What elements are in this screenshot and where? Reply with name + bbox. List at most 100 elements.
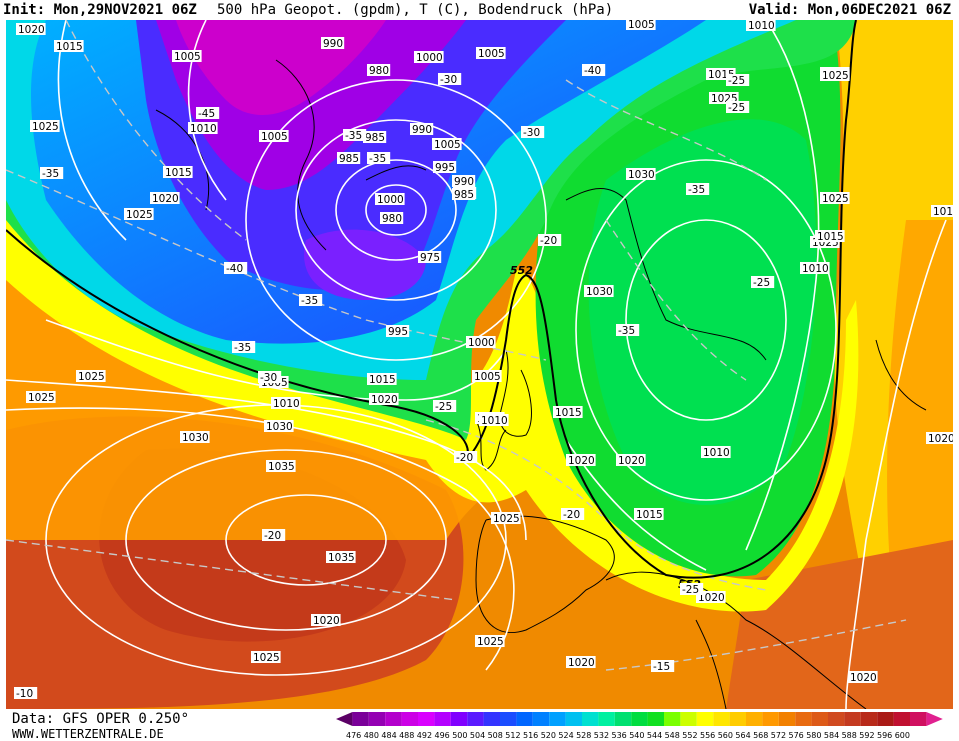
pressure-label-box [380, 212, 404, 224]
pressure-label-box [266, 460, 296, 472]
color-scale-boxes [336, 712, 943, 726]
color-scale-label: 560 [718, 731, 733, 740]
pressure-label: 985 [365, 132, 385, 144]
color-scale-label: 540 [629, 731, 644, 740]
temperature-label: -25 [435, 401, 452, 413]
color-scale-swatch [828, 712, 845, 726]
pressure-label-box [375, 193, 405, 205]
pressure-label-box [30, 120, 60, 132]
pressure-label: 1025 [822, 193, 849, 205]
pressure-label: 1010 [273, 398, 300, 410]
pressure-label-box [432, 138, 462, 150]
color-scale-swatch [844, 712, 861, 726]
pressure-label-box [616, 454, 646, 466]
color-scale-swatch [713, 712, 730, 726]
temperature-label: -35 [345, 130, 362, 142]
color-scale-swatch [680, 712, 697, 726]
pressure-label: 1030 [182, 432, 209, 444]
pressure-label: 1000 [416, 52, 443, 64]
temperature-label: -35 [688, 184, 705, 196]
pressure-label: 1005 [478, 48, 505, 60]
color-scale-swatch [795, 712, 812, 726]
color-scale-swatch [893, 712, 910, 726]
color-scale-label: 524 [558, 731, 573, 740]
color-scale-label: 536 [612, 731, 627, 740]
temperature-label-box [299, 294, 323, 306]
color-scale-swatch [352, 712, 369, 726]
pressure-label: 1020 [928, 433, 953, 445]
pressure-label-box [386, 325, 410, 337]
pressure-label: 1025 [477, 636, 504, 648]
temperature-label-box [258, 371, 282, 383]
temperature-label-box [40, 167, 64, 179]
pressure-label-box [367, 373, 397, 385]
pressure-label-box [820, 192, 850, 204]
pressure-label: 980 [382, 213, 402, 225]
pressure-label-box [410, 123, 434, 135]
temperature-label-box [686, 183, 710, 195]
color-scale-swatch [926, 712, 943, 726]
pressure-label-box [634, 508, 664, 520]
pressure-label-box [931, 205, 953, 217]
color-scale-labels: 476 480 484 488 492 496 500 504 508 512 516 520 524 5… [346, 731, 910, 740]
temperature-label-box [196, 107, 220, 119]
color-scale-swatch [532, 712, 550, 726]
pressure-label-box [271, 397, 301, 409]
pressure-label-box [626, 168, 656, 180]
color-scale-label: 568 [753, 731, 768, 740]
color-scale-label: 516 [523, 731, 538, 740]
color-scale-label: 584 [824, 731, 839, 740]
color-scale-swatch [565, 712, 582, 726]
pressure-label: 1030 [628, 169, 655, 181]
color-scale-swatch [664, 712, 681, 726]
temperature-label-box [454, 451, 478, 463]
color-scale-label: 592 [859, 731, 874, 740]
pressure-label-box [452, 188, 476, 200]
pressure-label-box [311, 614, 341, 626]
temperature-label: -45 [198, 108, 215, 120]
color-scale-label: 556 [700, 731, 715, 740]
pressure-label: 1025 [78, 371, 105, 383]
temperature-label: -35 [369, 153, 386, 165]
pressure-label-box [363, 131, 387, 143]
color-scale-swatch [516, 712, 533, 726]
temperature-label-box [582, 64, 606, 76]
pressure-label-box [701, 446, 731, 458]
temperature-label-box [14, 687, 38, 699]
color-scale-swatch [434, 712, 451, 726]
pressure-label: 1020 [850, 672, 877, 684]
temperature-label-box [433, 400, 457, 412]
pressure-label-box [414, 51, 444, 63]
temperature-label-box [367, 152, 391, 164]
pressure-label: 1005 [434, 139, 461, 151]
color-scale-swatch [368, 712, 386, 726]
pressure-label: 995 [435, 162, 455, 174]
pressure-label-box [476, 47, 506, 59]
color-scale-label: 488 [399, 731, 414, 740]
color-scale-label: 548 [665, 731, 680, 740]
color-scale-label: 504 [470, 731, 485, 740]
field-purple-low [304, 229, 426, 300]
pressure-label: 975 [420, 252, 440, 264]
temperature-label: -35 [234, 342, 251, 354]
temperature-label-box [680, 583, 704, 595]
pressure-label-box [472, 370, 502, 382]
pressure-label-box [54, 40, 84, 52]
temperature-label: -35 [42, 168, 59, 180]
color-scale-label: 576 [789, 731, 804, 740]
pressure-label: 1005 [474, 371, 501, 383]
color-scale-swatch [762, 712, 779, 726]
color-scale-label: 600 [895, 731, 910, 740]
temperature-label: -20 [264, 530, 281, 542]
color-scale-label: 528 [576, 731, 591, 740]
pressure-label: 1020 [618, 455, 645, 467]
pressure-label-box [566, 454, 596, 466]
color-scale-label: 588 [842, 731, 857, 740]
pressure-label: 1010 [703, 447, 730, 459]
pressure-label-box [369, 393, 399, 405]
pressure-label-box [172, 50, 202, 62]
color-scale-swatch [385, 712, 402, 726]
pressure-label: 1005 [261, 131, 288, 143]
pressure-label-box [418, 251, 442, 263]
pressure-label: 1005 [174, 51, 201, 63]
